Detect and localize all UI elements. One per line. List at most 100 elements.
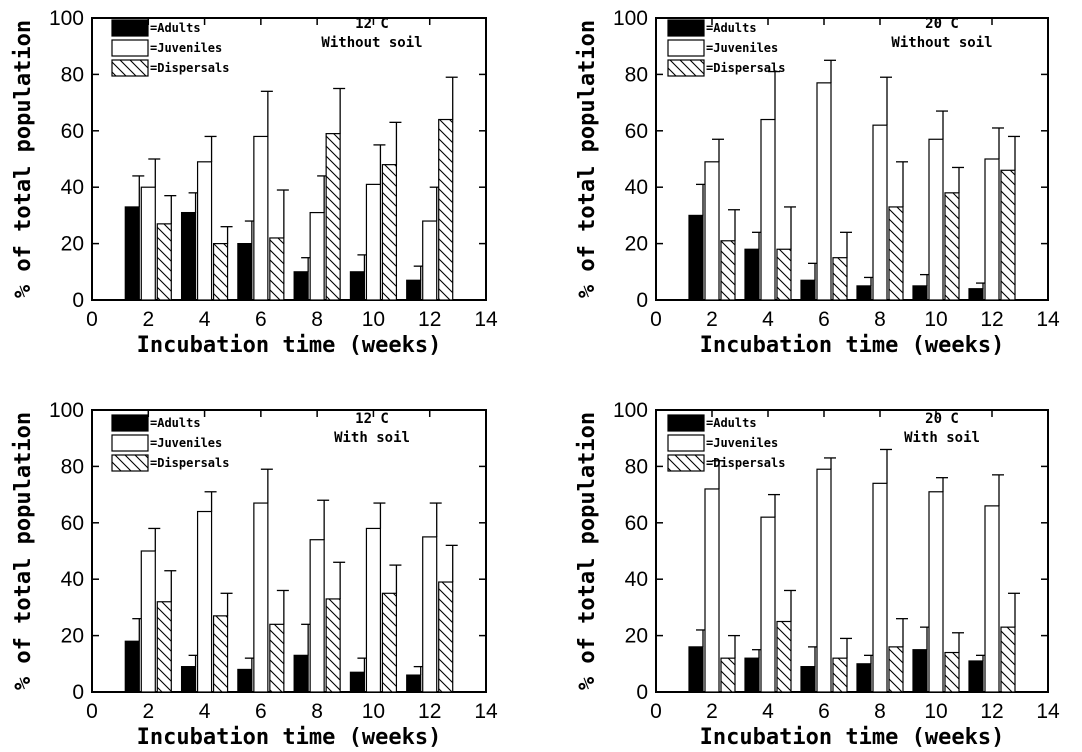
y-tick-label: 40	[61, 568, 84, 591]
bar-adults	[180, 211, 197, 301]
legend-swatch-dispersals	[667, 454, 705, 472]
condition-label: 12 C	[355, 16, 389, 32]
legend-swatch-juveniles	[667, 434, 705, 452]
x-tick-label: 8	[874, 308, 886, 331]
bar-juveniles	[984, 505, 1000, 693]
y-axis-label: % of total population	[575, 20, 600, 298]
bar-juveniles	[760, 118, 776, 301]
legend-swatch-dispersals	[111, 59, 149, 77]
y-tick-label: 80	[625, 455, 648, 478]
y-tick-label: 20	[61, 625, 84, 648]
bar-juveniles	[365, 183, 382, 301]
bar-dispersals	[156, 601, 172, 693]
y-tick-label: 60	[61, 512, 84, 535]
legend: =Adults =Juveniles =Dispersals	[667, 19, 785, 77]
chart-panel-2: 0 20 40 60 80 100 0 2 4 6 8 10 12 14 Incubation time (…	[575, 7, 1060, 358]
bar-adults	[406, 279, 422, 301]
bar-juveniles	[816, 468, 832, 693]
legend-label: =Dispersals	[150, 456, 229, 470]
y-tick-label: 60	[625, 120, 648, 143]
bar-juveniles	[872, 482, 888, 693]
bar-juveniles	[253, 502, 269, 693]
legend-swatch-juveniles	[111, 434, 149, 452]
bar-dispersals	[212, 243, 229, 301]
x-tick-label: 8	[311, 308, 323, 331]
bar-adults	[856, 663, 872, 693]
bar-juveniles	[928, 491, 944, 693]
x-axis-label: Incubation time (weeks)	[700, 725, 1005, 750]
bar-dispersals	[381, 592, 398, 693]
x-tick-label: 2	[142, 700, 154, 723]
bar-adults	[688, 214, 704, 301]
bar-juveniles	[704, 488, 720, 693]
bar-dispersals	[832, 257, 848, 301]
bar-dispersals	[776, 248, 792, 301]
condition-label: Without soil	[321, 35, 422, 51]
x-tick-label: 6	[818, 308, 830, 331]
bar-adults	[293, 654, 309, 693]
x-tick-label: 6	[255, 700, 267, 723]
bar-dispersals	[720, 240, 736, 301]
bar-dispersals	[944, 651, 960, 693]
bar-dispersals	[438, 118, 454, 301]
bar-dispersals	[269, 623, 285, 693]
bar-adults	[237, 243, 253, 301]
legend-swatch-dispersals	[111, 454, 149, 472]
y-tick-label: 80	[61, 63, 84, 86]
condition-label: 20 C	[925, 16, 959, 32]
bar-juveniles	[928, 138, 944, 301]
y-tick-label: 80	[61, 455, 84, 478]
x-tick-label: 8	[311, 700, 323, 723]
bar-adults	[293, 271, 309, 301]
x-tick-label: 12	[980, 700, 1003, 723]
x-tick-label: 4	[199, 700, 211, 723]
x-tick-label: 10	[362, 700, 385, 723]
x-tick-label: 12	[980, 308, 1003, 331]
bar-juveniles	[140, 550, 156, 693]
x-tick-label: 6	[255, 308, 267, 331]
bar-juveniles	[309, 211, 325, 301]
x-tick-label: 8	[874, 700, 886, 723]
bar-juveniles	[984, 158, 1000, 301]
legend-label: =Adults	[706, 416, 757, 430]
legend-label: =Adults	[706, 21, 757, 35]
condition-label: 20 C	[925, 411, 959, 427]
legend-swatch-adults	[667, 414, 705, 432]
bar-adults	[800, 279, 816, 301]
legend-label: =Adults	[150, 416, 201, 430]
bar-juveniles	[422, 220, 438, 301]
legend-swatch-juveniles	[111, 39, 149, 57]
bar-adults	[968, 660, 984, 693]
bar-dispersals	[156, 223, 172, 301]
chart-panel-1: 0 20 40 60 80 100 0 2 4 6 8 10 12 14 Incubation time (…	[11, 7, 498, 358]
x-axis-label: Incubation time (weeks)	[137, 333, 442, 358]
y-axis-label: % of total population	[11, 412, 36, 690]
x-tick-label: 2	[142, 308, 154, 331]
bar-juveniles	[422, 536, 438, 693]
y-tick-label: 40	[61, 176, 84, 199]
legend-label: =Juveniles	[706, 436, 778, 450]
bar-adults	[406, 674, 422, 693]
y-tick-label: 80	[625, 63, 648, 86]
bar-juveniles	[704, 161, 720, 301]
condition-label: With soil	[334, 430, 410, 446]
condition-label: With soil	[904, 430, 980, 446]
bar-dispersals	[832, 657, 848, 693]
x-tick-label: 14	[1036, 308, 1060, 331]
y-tick-label: 100	[49, 7, 84, 30]
bar-adults	[349, 671, 366, 693]
bar-adults	[180, 666, 197, 693]
y-tick-label: 100	[613, 7, 648, 30]
x-tick-label: 14	[1036, 700, 1060, 723]
bar-adults	[912, 649, 928, 693]
bar-juveniles	[309, 539, 325, 693]
y-tick-label: 60	[61, 120, 84, 143]
plot-frame	[655, 17, 1049, 301]
y-tick-label: 20	[625, 233, 648, 256]
y-tick-label: 0	[72, 289, 84, 312]
bar-adults	[800, 666, 816, 693]
legend-swatch-adults	[667, 19, 705, 37]
bar-dispersals	[325, 133, 341, 301]
x-tick-label: 14	[474, 308, 498, 331]
y-axis-label: % of total population	[575, 412, 600, 690]
